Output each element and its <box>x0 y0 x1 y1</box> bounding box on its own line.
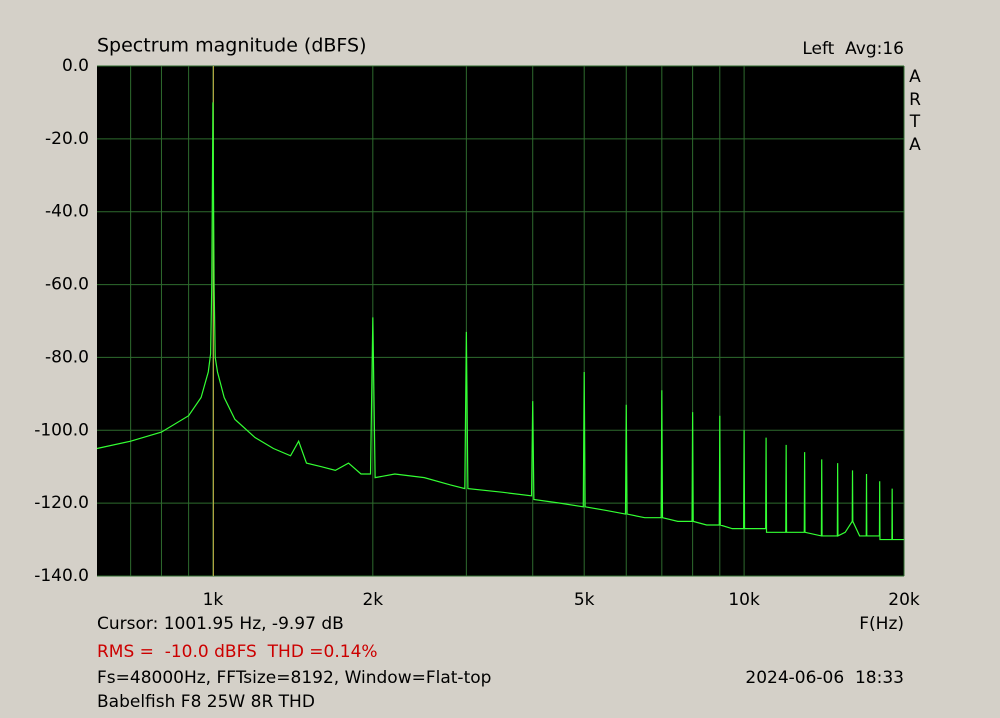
y-tick-label: -80.0 <box>45 347 89 367</box>
y-tick-label: -60.0 <box>45 275 89 295</box>
x-tick-label: 10k <box>728 590 760 610</box>
rms-readout: RMS = -10.0 dBFS THD =0.14% <box>97 642 378 662</box>
y-tick-label: -140.0 <box>34 566 89 586</box>
y-tick-label: -120.0 <box>34 493 89 513</box>
y-tick-label: -20.0 <box>45 129 89 149</box>
x-tick-label: 1k <box>203 590 224 610</box>
spectrum-line <box>96 102 904 541</box>
y-tick-label: -100.0 <box>34 420 89 440</box>
y-tick-label: 0.0 <box>62 56 89 76</box>
y-tick-label: -40.0 <box>45 202 89 222</box>
x-tick-label: 2k <box>362 590 383 610</box>
x-axis-label: F(Hz) <box>859 614 904 634</box>
settings-text: Fs=48000Hz, FFTsize=8192, Window=Flat-to… <box>97 668 491 688</box>
x-tick-label: 20k <box>888 590 920 610</box>
plot-area <box>97 66 904 576</box>
cursor-readout: Cursor: 1001.95 Hz, -9.97 dB <box>97 614 344 634</box>
date-text: 2024-06-06 18:33 <box>745 668 904 688</box>
x-tick-label: 5k <box>574 590 595 610</box>
brand: ARTA <box>909 67 921 155</box>
channel-label: Left Avg:16 <box>802 39 904 59</box>
chart-title: Spectrum magnitude (dBFS) <box>97 35 367 57</box>
caption: Babelfish F8 25W 8R THD <box>97 692 315 712</box>
